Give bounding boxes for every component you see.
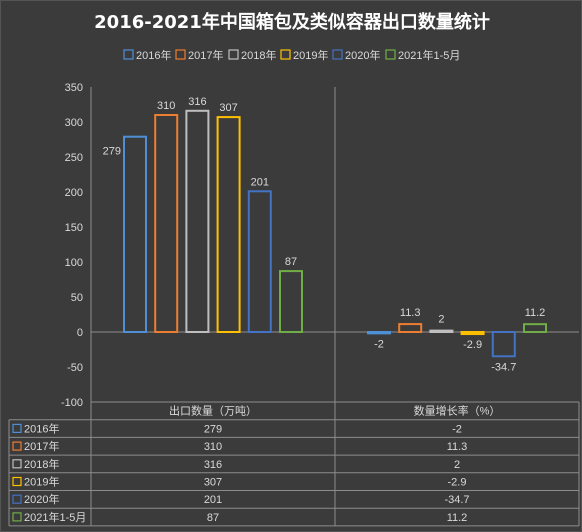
table-row-label: 2017年 [24, 439, 59, 453]
legend-swatch [280, 49, 291, 60]
data-label: -34.7 [491, 361, 516, 373]
bar [429, 329, 454, 334]
legend-label: 2017年 [188, 48, 223, 62]
bar [216, 116, 241, 333]
chart-title: 2016-2021年中国箱包及类似容器出口数量统计 [94, 11, 490, 33]
legend-label: 2018年 [241, 48, 276, 62]
table-swatch [12, 476, 22, 487]
legend-swatch [175, 49, 186, 60]
y-tick-label: 250 [65, 152, 83, 164]
legend-label: 2021年1-5月 [398, 48, 460, 62]
bar [367, 331, 391, 335]
table-row-label: 2018年 [24, 457, 59, 471]
data-label: 201 [251, 176, 269, 188]
data-label: 87 [285, 256, 297, 268]
data-label: -2 [374, 338, 384, 350]
y-tick-label: 50 [71, 292, 83, 304]
data-label: 11.2 [525, 307, 546, 319]
table-swatch [12, 423, 22, 433]
data-label: 279 [103, 146, 121, 158]
y-tick-label: 300 [65, 117, 83, 129]
legend-label: 2020年 [345, 48, 380, 62]
table-cell: 11.3 [447, 441, 468, 453]
table-row-label: 2021年1-5月 [24, 510, 86, 524]
bar [185, 109, 210, 333]
table-row-label: 2020年 [24, 492, 59, 506]
bar [460, 331, 485, 336]
y-tick-label: 200 [65, 187, 83, 199]
bar [123, 135, 147, 333]
bar [398, 323, 423, 333]
legend-swatch [332, 49, 343, 60]
legend-label: 2016年 [136, 48, 171, 62]
y-tick-label: 100 [65, 257, 83, 269]
table-cell: 307 [204, 477, 222, 489]
bar [523, 323, 547, 334]
y-tick-label: 0 [77, 327, 83, 339]
y-tick-label: -50 [67, 362, 83, 374]
table-swatch [12, 441, 22, 451]
table-cell: 310 [204, 441, 222, 453]
table-swatch [12, 494, 22, 504]
data-label: 11.3 [400, 307, 421, 319]
table-row-label: 2019年 [24, 475, 59, 489]
bar [154, 114, 179, 333]
data-label: 310 [157, 100, 175, 112]
table-cell: 11.2 [447, 512, 468, 524]
legend-swatch [123, 49, 134, 60]
table-cell: 2 [454, 459, 460, 471]
table-swatch [12, 512, 22, 522]
data-label: -2.9 [463, 339, 482, 351]
table-cell: 279 [204, 423, 222, 435]
y-tick-label: -100 [61, 397, 83, 409]
table-header: 出口数量（万吨） [169, 404, 257, 418]
data-label: 2 [438, 314, 444, 326]
table-cell: 316 [204, 459, 222, 471]
table-cell: 201 [204, 494, 222, 506]
bar [247, 190, 272, 333]
table-cell: -2.9 [448, 477, 467, 489]
legend-swatch [385, 49, 396, 60]
legend-swatch [228, 49, 239, 60]
legend-label: 2019年 [293, 48, 328, 62]
table-cell: -34.7 [444, 494, 469, 506]
table-cell: -2 [452, 423, 462, 435]
data-label: 316 [188, 96, 206, 108]
table-cell: 87 [207, 512, 219, 524]
y-tick-label: 150 [65, 222, 83, 234]
y-tick-label: 350 [65, 82, 83, 94]
bar [491, 331, 516, 358]
table-header: 数量增长率（%） [414, 404, 501, 418]
table-row-label: 2016年 [24, 421, 59, 435]
data-label: 307 [219, 102, 237, 114]
bar [279, 270, 303, 334]
table-swatch [12, 459, 22, 469]
